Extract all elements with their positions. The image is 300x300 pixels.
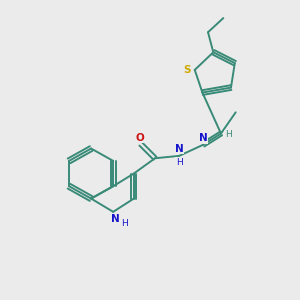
Text: H: H xyxy=(225,130,232,140)
Text: N: N xyxy=(175,144,184,154)
Text: N: N xyxy=(199,133,208,143)
Text: S: S xyxy=(183,65,190,75)
Text: O: O xyxy=(135,133,144,142)
Text: N: N xyxy=(111,214,120,224)
Text: H: H xyxy=(121,218,128,227)
Text: H: H xyxy=(176,158,182,167)
